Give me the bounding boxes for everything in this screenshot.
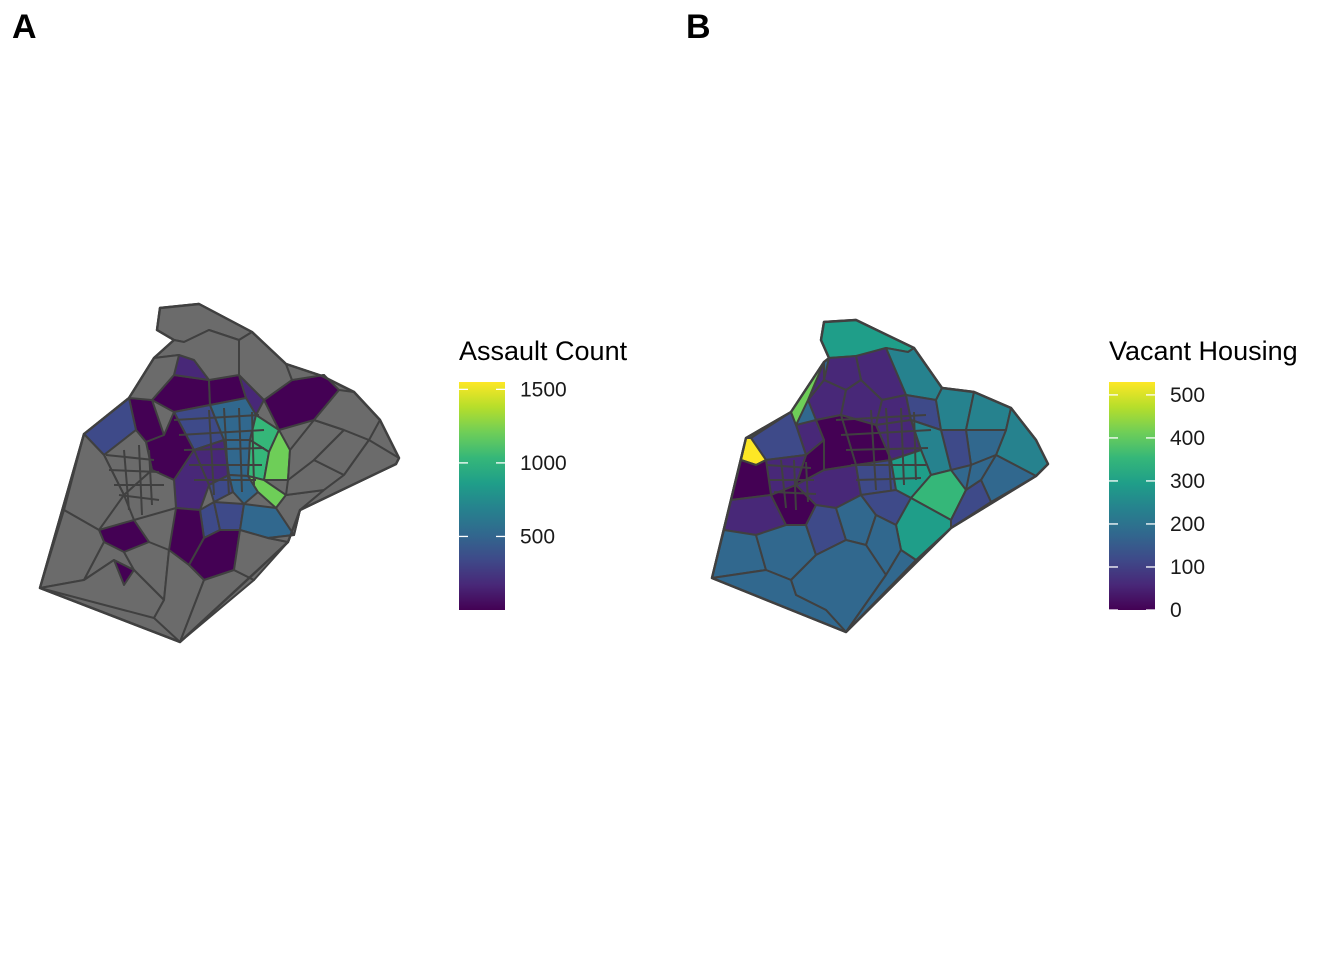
colorbar-legend: 0 100 200 300 400 500 — [1109, 382, 1205, 622]
panel-tag: B — [686, 8, 711, 46]
census-tract — [123, 469, 177, 521]
colorbar-tick-label: 1000 — [520, 452, 567, 475]
tract-fills — [711, 319, 1049, 633]
choropleth-map — [710, 318, 1050, 634]
colorbar-tick-label: 100 — [1170, 556, 1205, 579]
choropleth-map — [38, 302, 401, 644]
core-street-mesh — [105, 407, 265, 516]
colorbar — [1109, 382, 1155, 610]
colorbar-legend: 500 1000 1500 — [459, 378, 567, 610]
legend-title: Vacant Housing — [1109, 336, 1298, 366]
colorbar-tick-label: 500 — [520, 525, 555, 548]
census-tract — [845, 549, 917, 633]
colorbar-tick-label: 0 — [1170, 599, 1182, 622]
panel-a: A — [12, 8, 628, 644]
county-border — [710, 318, 1050, 634]
county-border — [38, 302, 401, 644]
colorbar-tick-label: 1500 — [520, 378, 567, 401]
census-tract — [39, 559, 165, 619]
panel-tag: A — [12, 8, 37, 46]
colorbar-tick-label: 500 — [1170, 384, 1205, 407]
colorbar — [459, 382, 505, 610]
census-tract — [213, 501, 245, 531]
panel-b: B — [672, 0, 1344, 960]
tract-fills — [39, 303, 400, 643]
legend-title: Assault Count — [459, 336, 628, 366]
colorbar-tick-label: 300 — [1170, 470, 1205, 493]
colorbar-tick-label: 400 — [1170, 427, 1205, 450]
colorbar-tick-label: 200 — [1170, 513, 1205, 536]
core-street-mesh — [765, 407, 932, 511]
census-tract — [63, 433, 125, 531]
